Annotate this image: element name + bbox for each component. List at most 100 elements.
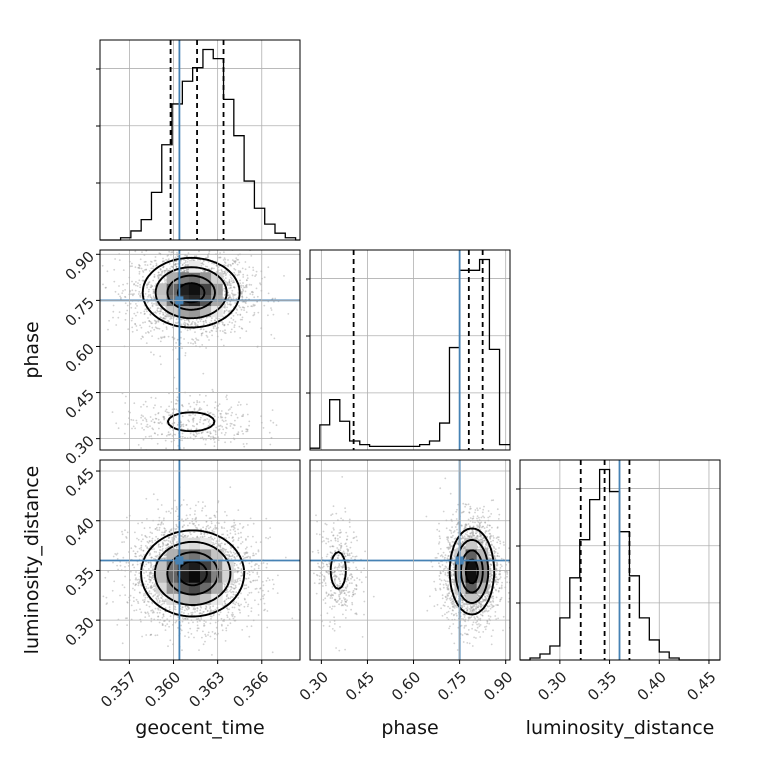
scatter-point xyxy=(223,527,226,529)
scatter-point xyxy=(176,358,179,360)
scatter-point xyxy=(210,535,212,538)
scatter-point xyxy=(150,579,152,581)
scatter-point xyxy=(144,321,147,324)
scatter-point xyxy=(217,409,220,412)
scatter-point xyxy=(163,278,166,280)
scatter-point xyxy=(145,425,148,428)
scatter-point xyxy=(201,507,204,510)
scatter-point xyxy=(168,530,171,533)
scatter-point xyxy=(146,286,149,289)
scatter-point xyxy=(142,538,144,541)
scatter-point xyxy=(160,593,163,596)
scatter-point xyxy=(193,401,195,404)
scatter-point xyxy=(235,413,238,416)
scatter-point xyxy=(160,310,162,313)
scatter-point xyxy=(186,608,189,611)
scatter-point xyxy=(117,293,120,296)
scatter-point xyxy=(187,631,190,634)
scatter-point xyxy=(152,574,154,577)
scatter-point xyxy=(145,420,148,423)
scatter-point xyxy=(250,255,253,257)
scatter-point xyxy=(185,268,188,271)
scatter-point xyxy=(155,262,158,265)
scatter-point xyxy=(227,291,230,294)
scatter-point xyxy=(152,292,155,295)
scatter-point xyxy=(252,522,255,525)
scatter-point xyxy=(218,613,221,616)
scatter-point xyxy=(149,314,152,316)
scatter-point xyxy=(169,427,172,429)
scatter-point xyxy=(164,539,167,542)
scatter-point xyxy=(246,277,249,279)
scatter-point xyxy=(157,607,159,610)
scatter-point xyxy=(273,337,276,340)
scatter-point xyxy=(221,533,223,536)
scatter-point xyxy=(242,306,245,309)
scatter-point xyxy=(160,558,163,560)
scatter-point xyxy=(199,237,201,239)
scatter-point xyxy=(156,600,159,602)
scatter-point xyxy=(224,280,227,283)
scatter-point xyxy=(224,305,226,307)
scatter-point xyxy=(236,309,239,311)
scatter-point xyxy=(218,425,221,427)
scatter-point xyxy=(168,625,171,628)
scatter-point xyxy=(234,580,237,583)
scatter-point xyxy=(149,313,152,315)
scatter-point xyxy=(170,542,173,545)
scatter-point xyxy=(250,305,253,308)
scatter-point xyxy=(162,613,165,616)
scatter-point xyxy=(238,609,241,611)
scatter-point xyxy=(148,571,151,574)
scatter-point xyxy=(149,553,152,555)
scatter-point xyxy=(214,621,217,624)
scatter-point xyxy=(144,400,147,403)
scatter-point xyxy=(203,623,206,625)
scatter-point xyxy=(254,579,257,582)
scatter-point xyxy=(232,540,234,543)
scatter-point xyxy=(224,591,227,594)
scatter-point xyxy=(183,338,186,340)
scatter-point xyxy=(135,577,137,580)
scatter-point xyxy=(226,281,229,284)
scatter-point xyxy=(236,555,238,558)
scatter-point xyxy=(148,319,151,322)
scatter-point xyxy=(201,612,204,615)
scatter-point xyxy=(224,543,226,545)
scatter-point xyxy=(197,501,200,503)
scatter-point xyxy=(199,620,201,622)
scatter-point xyxy=(180,421,182,424)
scatter-point xyxy=(153,564,156,567)
scatter-point xyxy=(177,255,179,258)
scatter-point xyxy=(154,539,157,542)
scatter-point xyxy=(223,331,226,334)
scatter-point xyxy=(142,321,144,324)
scatter-point xyxy=(206,411,209,413)
scatter-point xyxy=(163,602,166,605)
scatter-point xyxy=(233,434,236,436)
scatter-point xyxy=(229,408,231,410)
scatter-point xyxy=(233,271,236,274)
scatter-point xyxy=(154,593,157,596)
scatter-point xyxy=(160,336,162,339)
scatter-point xyxy=(139,283,142,286)
scatter-point xyxy=(152,594,155,597)
scatter-point xyxy=(228,608,231,611)
scatter-point xyxy=(256,571,259,574)
scatter-point xyxy=(202,320,205,323)
scatter-point xyxy=(206,431,209,434)
scatter-point xyxy=(198,318,201,320)
scatter-point xyxy=(146,611,149,614)
scatter-point xyxy=(237,539,240,541)
scatter-point xyxy=(148,578,151,581)
scatter-point xyxy=(151,335,154,337)
scatter-point xyxy=(144,616,147,618)
scatter-point xyxy=(140,326,143,329)
scatter-point xyxy=(226,306,229,309)
scatter-point xyxy=(220,268,223,271)
scatter-point xyxy=(142,270,144,272)
scatter-point xyxy=(131,564,134,566)
scatter-point xyxy=(159,340,162,343)
scatter-point xyxy=(150,566,152,569)
scatter-point xyxy=(189,436,192,439)
